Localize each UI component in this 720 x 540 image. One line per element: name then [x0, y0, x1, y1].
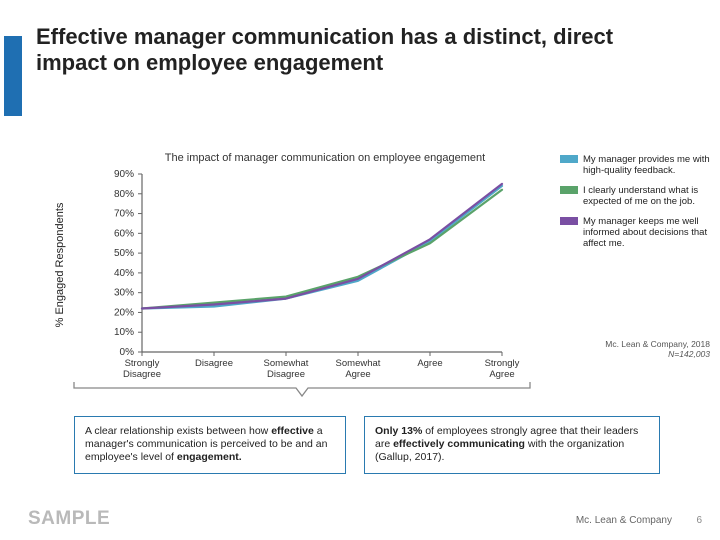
svg-text:10%: 10%	[114, 327, 134, 338]
accent-bar	[4, 36, 22, 116]
svg-text:80%: 80%	[114, 189, 134, 200]
legend-item: I clearly understand what is expected of…	[560, 185, 710, 208]
svg-text:Somewhat: Somewhat	[264, 358, 309, 369]
svg-text:20%: 20%	[114, 307, 134, 318]
legend-swatch	[560, 217, 578, 225]
legend-label: My manager provides me with high-quality…	[583, 154, 710, 177]
page-title: Effective manager communication has a di…	[36, 24, 686, 76]
legend-label: I clearly understand what is expected of…	[583, 185, 710, 208]
y-axis-label: % Engaged Respondents	[54, 0, 68, 170]
legend-label: My manager keeps me well informed about …	[583, 216, 710, 250]
svg-text:Agree: Agree	[345, 369, 370, 380]
legend: My manager provides me with high-quality…	[560, 154, 710, 258]
legend-swatch	[560, 155, 578, 163]
svg-text:Disagree: Disagree	[123, 369, 161, 380]
svg-text:Disagree: Disagree	[195, 358, 233, 369]
legend-swatch	[560, 186, 578, 194]
svg-text:Strongly: Strongly	[125, 358, 160, 369]
svg-text:50%: 50%	[114, 248, 134, 259]
svg-text:Somewhat: Somewhat	[336, 358, 381, 369]
legend-item: My manager provides me with high-quality…	[560, 154, 710, 177]
callout-right: Only 13% of employees strongly agree tha…	[364, 416, 660, 474]
legend-item: My manager keeps me well informed about …	[560, 216, 710, 250]
svg-text:60%: 60%	[114, 228, 134, 239]
line-chart: 0%10%20%30%40%50%60%70%80%90%StronglyDis…	[90, 170, 530, 360]
svg-text:90%: 90%	[114, 170, 134, 180]
svg-text:Agree: Agree	[489, 369, 514, 380]
svg-text:Disagree: Disagree	[267, 369, 305, 380]
chart-title: The impact of manager communication on e…	[90, 152, 560, 164]
svg-text:70%: 70%	[114, 209, 134, 220]
brace-icon	[72, 380, 532, 400]
page-number: 6	[696, 515, 702, 526]
footer: SAMPLE Mc. Lean & Company 6	[0, 506, 720, 530]
sample-watermark: SAMPLE	[28, 508, 110, 530]
svg-text:30%: 30%	[114, 288, 134, 299]
footer-company: Mc. Lean & Company	[576, 515, 672, 526]
svg-text:0%: 0%	[120, 347, 135, 358]
svg-text:40%: 40%	[114, 268, 134, 279]
callout-left: A clear relationship exists between how …	[74, 416, 346, 474]
source-citation: Mc. Lean & Company, 2018 N=142,003	[560, 340, 710, 360]
svg-text:Agree: Agree	[417, 358, 442, 369]
svg-text:Strongly: Strongly	[485, 358, 520, 369]
